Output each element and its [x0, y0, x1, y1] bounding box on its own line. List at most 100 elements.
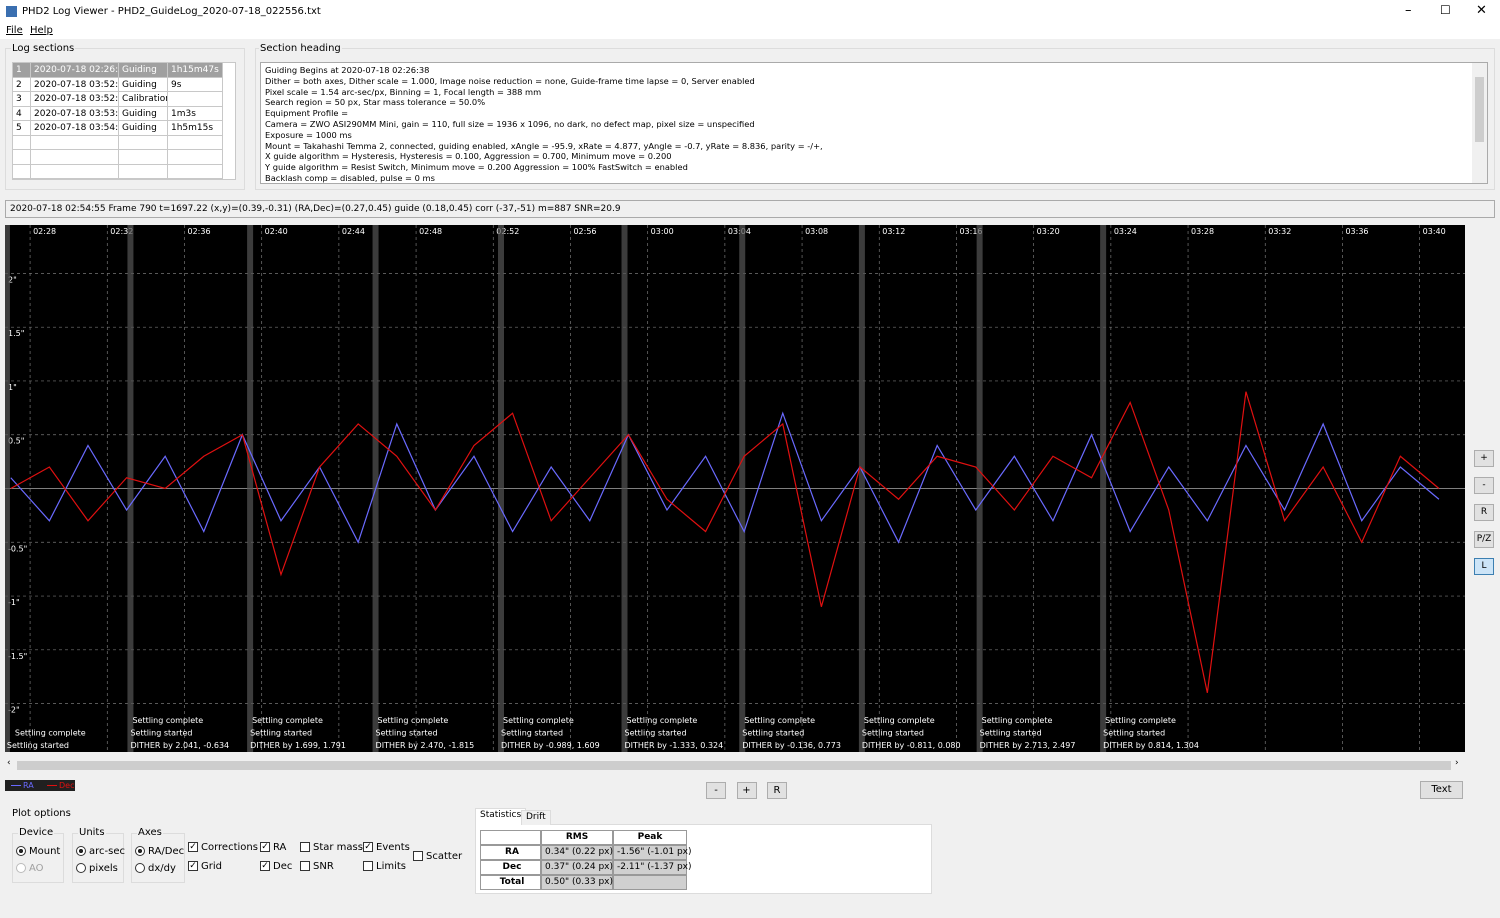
checkbox-mark[interactable]: ✓: [188, 842, 198, 852]
side-button[interactable]: +: [1474, 450, 1494, 467]
scroll-thumb[interactable]: [17, 761, 1451, 770]
checkbox-option[interactable]: ✓ Dec: [260, 861, 292, 872]
checkbox-option[interactable]: ✓ Grid: [188, 861, 222, 872]
checkbox-label: Corrections: [201, 842, 258, 853]
header-cell: Peak: [613, 830, 687, 845]
y-tick-label: 1": [8, 383, 17, 392]
radio-option[interactable]: pixels: [76, 863, 118, 874]
table-cell[interactable]: 2: [13, 77, 31, 92]
text-button[interactable]: Text: [1420, 781, 1463, 799]
checkbox-mark[interactable]: [300, 861, 310, 871]
event-band: [976, 225, 983, 752]
y-tick-label: -2": [8, 706, 20, 715]
event-label: Settling complete: [744, 716, 815, 725]
legend-entry: Dec: [59, 781, 75, 790]
option-group: [131, 833, 185, 883]
radio-mark[interactable]: [135, 846, 145, 856]
table-cell[interactable]: Guiding: [119, 121, 168, 136]
event-band: [127, 225, 134, 752]
checkbox-mark[interactable]: ✓: [260, 861, 270, 871]
zoom-button[interactable]: -: [706, 782, 726, 799]
radio-option[interactable]: arc-sec: [76, 846, 125, 857]
table-cell[interactable]: 9s: [168, 77, 223, 92]
empty-cell: [119, 164, 168, 179]
zoom-button[interactable]: +: [736, 782, 757, 799]
radio-mark[interactable]: [16, 846, 26, 856]
table-cell[interactable]: 5: [13, 121, 31, 136]
group-title: Device: [18, 827, 55, 838]
side-button[interactable]: -: [1474, 477, 1494, 494]
side-button[interactable]: P/Z: [1474, 531, 1494, 548]
side-button[interactable]: R: [1474, 504, 1494, 521]
menu-item[interactable]: Help: [30, 25, 53, 36]
radio-option[interactable]: Mount: [16, 846, 60, 857]
panel-title: Log sections: [11, 43, 76, 54]
radio-mark[interactable]: [16, 863, 26, 873]
checkbox-option[interactable]: ✓ Events: [363, 842, 410, 853]
table-cell[interactable]: 3: [13, 92, 31, 107]
table-cell[interactable]: 2020-07-18 02:26:38: [31, 63, 119, 78]
radio-option[interactable]: dx/dy: [135, 863, 176, 874]
checkbox-mark[interactable]: [413, 851, 423, 861]
stat-cell: -2.11" (-1.37 px): [613, 860, 692, 875]
stat-cell: 0.50" (0.33 px): [541, 875, 613, 890]
checkbox-option[interactable]: Star mass: [300, 842, 363, 853]
scroll-right[interactable]: ›: [1455, 758, 1459, 768]
table-cell[interactable]: Guiding: [119, 77, 168, 92]
checkbox-mark[interactable]: [300, 842, 310, 852]
table-cell[interactable]: [168, 92, 223, 107]
tab[interactable]: Statistics: [475, 808, 527, 825]
heading-line: Exposure = 1000 ms: [265, 129, 352, 140]
close-button[interactable]: ✕: [1476, 3, 1487, 18]
checkbox-mark[interactable]: ✓: [363, 842, 373, 852]
checkbox-mark[interactable]: ✓: [188, 861, 198, 871]
checkbox-option[interactable]: SNR: [300, 861, 334, 872]
checkbox-mark[interactable]: ✓: [260, 842, 270, 852]
table-cell[interactable]: 1h15m47s: [168, 63, 223, 78]
side-button[interactable]: L: [1474, 558, 1494, 575]
checkbox-label: RA: [273, 842, 287, 853]
event-label: Settling complete: [503, 716, 574, 725]
radio-option[interactable]: RA/Dec: [135, 846, 184, 857]
event-label: DITHER by -1.333, 0.324: [625, 741, 724, 750]
table-cell[interactable]: Guiding: [119, 106, 168, 121]
table-cell[interactable]: Guiding: [119, 63, 168, 78]
scroll-left[interactable]: ‹: [7, 758, 11, 768]
empty-cell: [13, 164, 31, 179]
heading-line: Search region = 50 px, Star mass toleran…: [265, 97, 486, 108]
event-label: Settling started: [7, 741, 69, 750]
table-cell[interactable]: 2020-07-18 03:52:36: [31, 92, 119, 107]
tab[interactable]: Drift: [521, 810, 551, 825]
horizontal-scrollbar[interactable]: ‹ ›: [5, 758, 1465, 772]
table-cell[interactable]: 4: [13, 106, 31, 121]
checkbox-label: SNR: [313, 861, 334, 872]
y-tick-label: 1.5": [8, 329, 24, 338]
event-label: DITHER by 1.699, 1.791: [250, 741, 346, 750]
scroll-thumb[interactable]: [1475, 77, 1484, 142]
maximize-button[interactable]: ☐: [1440, 3, 1451, 17]
table-cell[interactable]: 2020-07-18 03:54:38: [31, 121, 119, 136]
vertical-scrollbar[interactable]: [1472, 63, 1487, 183]
checkbox-option[interactable]: ✓ RA: [260, 842, 286, 853]
log-sections-panel: [5, 48, 245, 190]
zoom-button[interactable]: R: [767, 782, 787, 799]
menu-item[interactable]: File: [6, 25, 23, 36]
radio-mark[interactable]: [76, 846, 86, 856]
minimize-button[interactable]: –: [1405, 3, 1412, 18]
radio-mark[interactable]: [135, 863, 145, 873]
statistics-panel: Statistics Drift RMS Peak RA 0.34" (0.22 px) -…: [475, 808, 935, 898]
table-cell[interactable]: 2020-07-18 03:53:24: [31, 106, 119, 121]
y-tick-label: -1.5": [8, 652, 27, 661]
checkbox-option[interactable]: Scatter: [413, 851, 462, 862]
table-cell[interactable]: 1h5m15s: [168, 121, 223, 136]
header-cell: RMS: [541, 830, 613, 845]
radio-mark[interactable]: [76, 863, 86, 873]
table-cell[interactable]: 1m3s: [168, 106, 223, 121]
checkbox-mark[interactable]: [363, 861, 373, 871]
table-cell[interactable]: 2020-07-18 03:52:14: [31, 77, 119, 92]
empty-cell: [613, 875, 687, 890]
checkbox-option[interactable]: ✓ Corrections: [188, 842, 258, 853]
checkbox-option[interactable]: Limits: [363, 861, 406, 872]
table-cell[interactable]: Calibration: [119, 92, 168, 107]
table-cell[interactable]: 1: [13, 63, 31, 78]
